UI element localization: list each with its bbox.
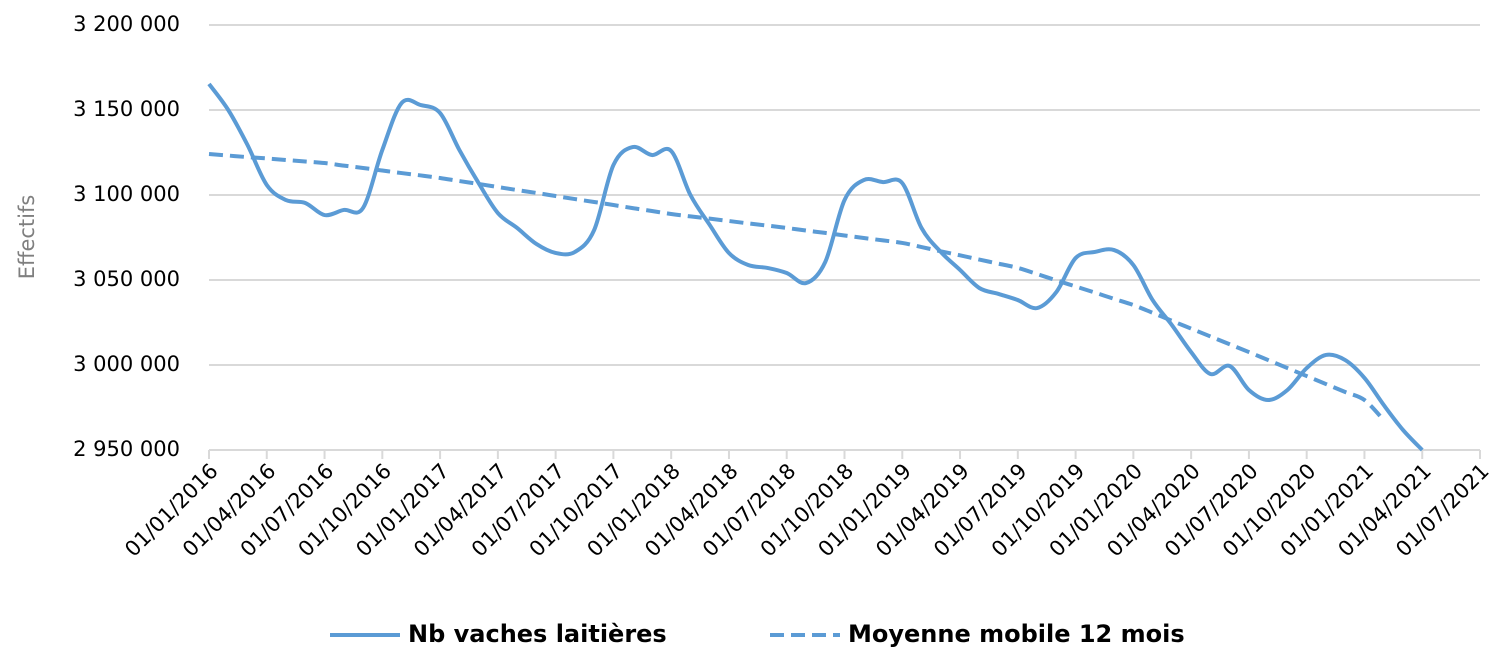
y-tick-label: 3 050 000 [73,267,180,291]
legend-label: Moyenne mobile 12 mois [848,620,1185,648]
y-axis-title: Effectifs [15,195,39,280]
y-tick-label: 3 000 000 [73,352,180,376]
series-line [208,152,1386,422]
y-tick-label: 3 150 000 [73,97,180,121]
y-tick-label: 2 950 000 [73,437,180,461]
y-tick-label: 3 100 000 [73,182,180,206]
legend-label: Nb vaches laitières [408,620,667,648]
series-line [207,82,1424,452]
y-tick-label: 3 200 000 [73,12,180,36]
